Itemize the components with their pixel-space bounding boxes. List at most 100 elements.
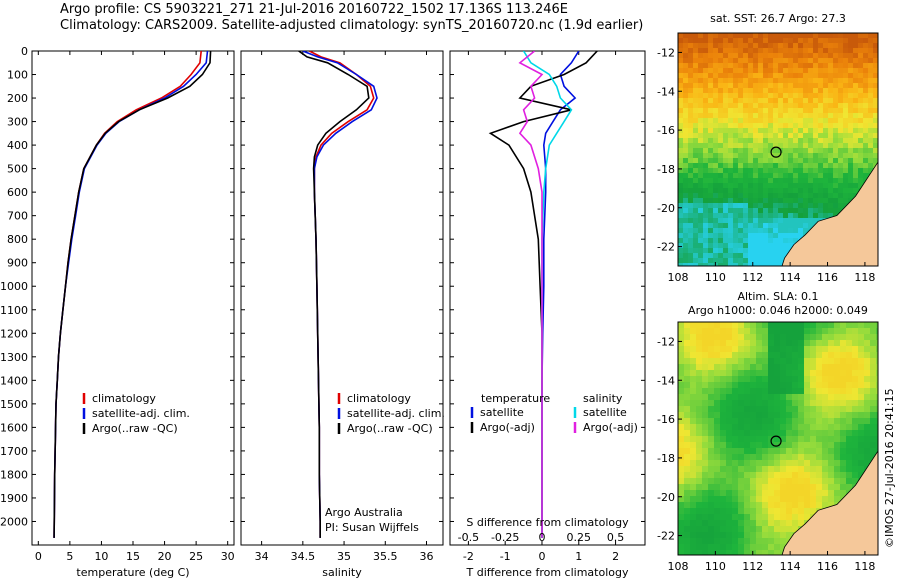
land-area xyxy=(781,161,878,266)
legend-label: satellite xyxy=(480,406,524,419)
series-group-temperature xyxy=(53,51,212,538)
s-tick-label: -0.25 xyxy=(491,531,519,544)
argo-float-marker xyxy=(770,146,782,158)
x-tick-label: -1 xyxy=(500,550,511,563)
map-x-tick-label: 108 xyxy=(668,271,689,284)
y-tick-label: 1400 xyxy=(0,374,28,387)
y-tick-label: 1500 xyxy=(0,398,28,411)
y-tick-label: 1200 xyxy=(0,327,28,340)
map-y-tick-label: -14 xyxy=(657,85,675,98)
x-tick-label: 0 xyxy=(538,550,545,563)
series-group-salinity xyxy=(298,51,378,538)
y-tick-label: 1300 xyxy=(0,351,28,364)
y-tick-label: 1800 xyxy=(0,468,28,481)
map-x-tick-label: 118 xyxy=(854,560,875,573)
y-tick-label: 400 xyxy=(7,139,28,152)
map-x-tick-label: 114 xyxy=(780,560,801,573)
map-y-tick-label: -16 xyxy=(657,124,675,137)
y-tick-label: 100 xyxy=(7,69,28,82)
pi-label: PI: Susan Wijffels xyxy=(325,521,419,534)
legend-label: Argo(-adj) xyxy=(583,421,638,434)
x-tick-label: 36 xyxy=(420,550,434,563)
y-tick-label: 500 xyxy=(7,163,28,176)
map-y-tick-label: -16 xyxy=(657,413,675,426)
map-frame-sst-map xyxy=(677,32,879,267)
legend-title-temperature: temperature xyxy=(481,392,550,405)
sla-map-subtitle: Argo h1000: 0.046 h2000: 0.049 xyxy=(688,304,868,317)
x-axis-label: temperature (deg C) xyxy=(76,566,189,579)
x-axis-label: T difference from climatology xyxy=(466,566,629,579)
x-tick-label: 15 xyxy=(126,550,140,563)
map-field-sla-map xyxy=(678,322,878,555)
plot-frame-temperature xyxy=(31,50,235,546)
s-tick-label: 0.25 xyxy=(567,531,592,544)
x-tick-label: 35.5 xyxy=(373,550,398,563)
map-x-tick-label: 110 xyxy=(705,271,726,284)
y-tick-label: 800 xyxy=(7,233,28,246)
x-tick-label: 34 xyxy=(255,550,269,563)
argo-float-marker xyxy=(770,435,782,447)
legend-label: climatology xyxy=(347,392,411,405)
map-x-tick-label: 110 xyxy=(705,560,726,573)
y-tick-label: 300 xyxy=(7,116,28,129)
y-tick-label: 1900 xyxy=(0,492,28,505)
map-x-tick-label: 112 xyxy=(742,271,763,284)
map-x-tick-label: 118 xyxy=(854,271,875,284)
x-tick-label: 25 xyxy=(189,550,203,563)
x-axis-label: salinity xyxy=(322,566,362,579)
argo-australia-label: Argo Australia xyxy=(325,506,403,519)
x-tick-label: -2 xyxy=(463,550,474,563)
legend-label: satellite-adj. clim. xyxy=(92,407,190,420)
legend-label: Argo(-adj) xyxy=(480,421,535,434)
land-area xyxy=(781,450,878,555)
map-y-tick-label: -20 xyxy=(657,202,675,215)
series-group-difference xyxy=(488,51,598,538)
s-tick-label: 0.5 xyxy=(607,531,625,544)
map-y-tick-label: -12 xyxy=(657,335,675,348)
legend-label: Argo(..raw -QC) xyxy=(347,422,433,435)
legend-label: climatology xyxy=(92,392,156,405)
map-y-tick-label: -20 xyxy=(657,491,675,504)
y-tick-label: 2000 xyxy=(0,515,28,528)
plot-frame-salinity xyxy=(240,50,444,546)
y-tick-label: 1100 xyxy=(0,304,28,317)
map-frame-sla-map xyxy=(677,321,879,556)
map-x-tick-label: 112 xyxy=(742,560,763,573)
x-tick-label: 35 xyxy=(337,550,351,563)
x-tick-label: 10 xyxy=(94,550,108,563)
imos-timestamp: ©IMOS 27-Jul-2016 20:41:15 xyxy=(883,388,896,548)
legend-label: Argo(..raw -QC) xyxy=(92,422,178,435)
x-tick-label: 2 xyxy=(612,550,619,563)
legend-label: satellite-adj. clim. xyxy=(347,407,445,420)
x-tick-label: 5 xyxy=(66,550,73,563)
x-tick-label: 20 xyxy=(158,550,172,563)
y-tick-label: 0 xyxy=(21,45,28,58)
y-tick-label: 1600 xyxy=(0,421,28,434)
x-tick-label: 1 xyxy=(575,550,582,563)
map-y-tick-label: -22 xyxy=(657,530,675,543)
y-tick-label: 1700 xyxy=(0,445,28,458)
sst-map-title: sat. SST: 26.7 Argo: 27.3 xyxy=(710,12,846,25)
legend-title-salinity: salinity xyxy=(583,392,623,405)
map-x-tick-label: 116 xyxy=(817,271,838,284)
x-tick-label: 0 xyxy=(35,550,42,563)
legend-label: satellite xyxy=(583,406,627,419)
y-tick-label: 700 xyxy=(7,210,28,223)
x-tick-label: 34.5 xyxy=(291,550,316,563)
s-tick-label: -0.5 xyxy=(458,531,479,544)
map-x-tick-label: 108 xyxy=(668,560,689,573)
figure-title-line1: Argo profile: CS 5903221_271 21-Jul-2016… xyxy=(60,2,569,17)
series-line xyxy=(53,51,212,538)
map-x-tick-label: 114 xyxy=(780,271,801,284)
figure-title-line2: Climatology: CARS2009. Satellite-adjuste… xyxy=(60,18,644,33)
map-y-tick-label: -12 xyxy=(657,46,675,59)
y-tick-label: 1000 xyxy=(0,280,28,293)
map-y-tick-label: -18 xyxy=(657,452,675,465)
s-axis-label: S difference from climatology xyxy=(466,516,629,529)
series-line xyxy=(518,51,544,538)
series-line xyxy=(298,51,370,538)
s-tick-label: 0 xyxy=(538,531,545,544)
y-tick-label: 900 xyxy=(7,257,28,270)
map-y-tick-label: -14 xyxy=(657,374,675,387)
